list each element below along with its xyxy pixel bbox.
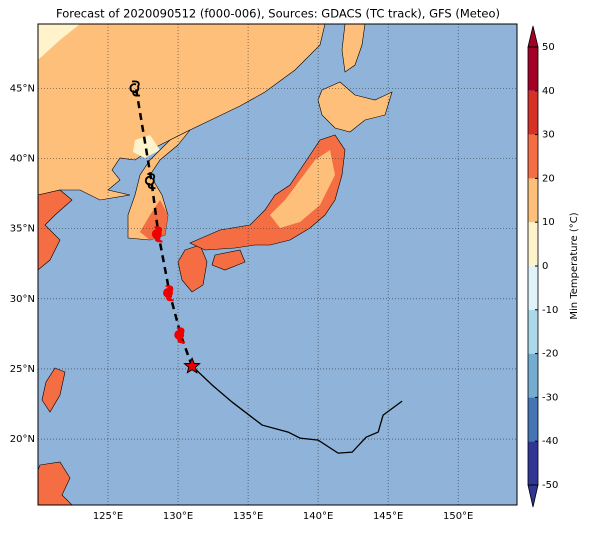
map-frame [37, 23, 518, 506]
colorbar-bin [528, 266, 538, 310]
x-tick-label: 145°E [373, 511, 403, 522]
land-hokkaido [317, 81, 393, 133]
x-tick-label: 135°E [233, 511, 263, 522]
storm-symbol [144, 173, 156, 190]
y-tick-label: 40°N [10, 154, 35, 165]
land-honshu-interior [270, 150, 335, 228]
colorbar-tick-label: 0 [542, 261, 548, 272]
y-tick-label: 25°N [10, 364, 35, 375]
x-tick-label: 140°E [303, 511, 333, 522]
colorbar-tick-label: -30 [542, 392, 558, 403]
y-tick-label: 35°N [10, 224, 35, 235]
x-tick-label: 125°E [93, 511, 123, 522]
x-tick-label: 130°E [163, 511, 193, 522]
storm-symbol [151, 226, 163, 243]
land-honshu [189, 134, 346, 251]
land-sakhalin [341, 24, 366, 73]
colorbar-tick-label: 40 [542, 86, 555, 97]
map-title: Forecast of 2020090512 (f000-006), Sourc… [56, 7, 500, 21]
colorbar-tick-label: 20 [542, 173, 555, 184]
storm-symbol [163, 285, 174, 302]
colorbar-tick-label: -10 [542, 305, 558, 316]
colorbar-bin [528, 353, 538, 398]
colorbar-tick-label: -20 [542, 349, 558, 360]
land-taiwan [41, 367, 66, 413]
forecast-track [134, 88, 194, 367]
storm-symbol [174, 327, 185, 344]
colorbar-bin [528, 178, 538, 223]
colorbar-label: Min Temperature (°C) [569, 212, 580, 319]
land-south-china [38, 189, 73, 271]
colorbar-tick-label: -50 [542, 480, 558, 491]
colorbar-bin [528, 222, 538, 266]
y-tick-label: 20°N [10, 434, 35, 445]
colorbar-bin [528, 309, 538, 354]
colorbar-tick-label: 50 [542, 42, 555, 53]
land-luzon [38, 461, 73, 505]
storm-position [183, 356, 201, 374]
colorbar-extend-bottom [527, 484, 539, 508]
colorbar-bin [528, 441, 538, 485]
land-china [38, 24, 326, 201]
x-tick-label: 150°E [443, 511, 473, 522]
colorbar-bin [528, 47, 538, 91]
colorbar-tick-label: 30 [542, 130, 555, 141]
past-track [191, 365, 403, 454]
storm-symbol [129, 80, 141, 97]
colorbar-bin [528, 134, 538, 179]
map-area [38, 24, 517, 505]
colorbar-bin [528, 397, 538, 442]
colorbar-tick-label: -40 [542, 436, 558, 447]
colorbar-tick-label: 10 [542, 217, 555, 228]
colorbar-bin [528, 90, 538, 135]
y-tick-label: 30°N [10, 294, 35, 305]
land-shikoku [211, 249, 246, 271]
y-tick-label: 45°N [10, 84, 35, 95]
land-cool [133, 135, 160, 158]
land-cool [38, 24, 80, 60]
colorbar-extend-top [527, 25, 539, 48]
